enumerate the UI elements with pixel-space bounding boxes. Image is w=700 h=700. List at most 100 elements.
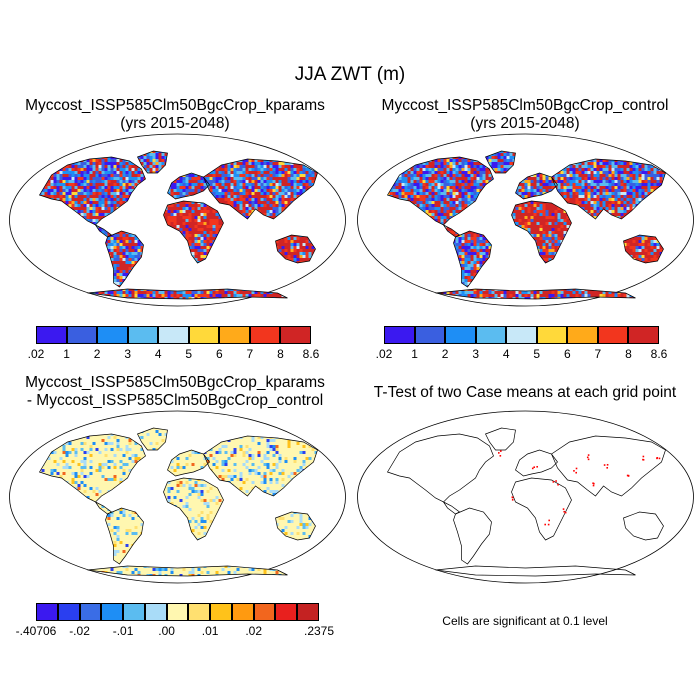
coastline-af [163,477,224,541]
significant-cell [575,467,578,470]
colorbar-tick-label: .02 [375,347,393,361]
significant-cell [656,457,659,459]
coastline-au [275,234,316,264]
significant-cell [511,496,514,499]
map-difference [9,410,346,584]
panel-title-kparams: Myccost_ISSP585Clm50BgcCrop_kparams (yrs… [0,97,350,133]
colorbar-swatch [188,603,211,621]
colorbar-swatch [158,326,189,344]
panel-title-control: Myccost_ISSP585Clm50BgcCrop_control (yrs… [350,97,700,133]
colorbar-tick-label: .02 [245,624,263,638]
colorbar-swatch [628,326,659,344]
significance-note: Cells are significant at 0.1 level [442,614,608,628]
significant-cell [627,474,630,477]
panel-subtitle-line: (yrs 2015-2048) [470,115,580,132]
map-kparams [9,133,346,307]
colorbar-swatch [36,326,67,344]
colorbar-swatch [597,326,629,344]
colorbar-swatch [219,326,250,344]
colorbar-swatch [253,603,276,621]
coastline-na [38,156,146,226]
coastline-na [38,433,146,503]
coastline-au [623,511,664,541]
coastline-af [163,200,224,264]
significant-cell [593,482,595,485]
coastline-sa [105,230,144,288]
coastline-na [386,156,494,226]
colorbar-tick-label: 4 [154,347,162,361]
panel-title-line: Myccost_ISSP585Clm50BgcCrop_kparams [25,374,325,391]
colorbar-kparams-labels: .02 1 2 3 4 5 6 7 8 8.6 [28,347,320,361]
colorbar-control-labels: .02 1 2 3 4 5 6 7 8 8.6 [376,347,668,361]
colorbar-swatch [297,603,319,621]
significant-cell [563,510,566,513]
coastline-an [87,288,288,300]
significant-cell [531,467,534,470]
coastline-na [386,433,494,503]
significant-cell [499,450,502,452]
coastline-af [511,200,572,264]
panel-subtitle-line: - Myccost_ISSP585Clm50BgcCrop_control [26,392,324,409]
colorbar-swatch [231,603,254,621]
significant-cell [557,483,559,486]
colorbar-tick-label: 5 [185,347,193,361]
colorbar-swatch [249,326,281,344]
colorbar-swatch [536,326,568,344]
significant-cell [498,452,500,454]
colorbar-swatch [97,326,128,344]
coastline-an [87,565,288,577]
significant-cell [587,458,590,461]
coastline-an [435,565,636,577]
colorbar-swatch [210,603,232,621]
coastline-as [551,435,666,497]
coastline-eu [515,449,558,477]
colorbar-swatch [445,326,476,344]
colorbar-swatch [275,603,298,621]
significant-cell [642,455,645,458]
significant-cell [544,523,546,526]
coastline-sa [453,507,492,565]
panel-title-difference: Myccost_ISSP585Clm50BgcCrop_kparams - My… [0,374,350,410]
colorbar-tick-label: .01 [201,624,219,638]
colorbar-tick-label: -.40706 [15,624,57,638]
colorbar-tick-label: 3 [124,347,131,361]
colorbar-tick-label: 7 [246,347,254,361]
colorbar-kparams [36,326,311,344]
coastline-as [203,158,318,220]
colorbar-tick-label: -.01 [112,624,134,638]
colorbar-swatch [101,603,124,621]
coastline-eu [515,172,558,200]
colorbar-swatch [188,326,220,344]
significant-cell [562,508,565,510]
coastline-au [275,511,316,541]
colorbar-swatch [506,326,537,344]
colorbar-tick-label: 7 [594,347,602,361]
coastline-af [511,477,572,541]
coastline-gl [485,150,516,174]
map-ttest [357,410,694,584]
colorbar-tick-label: 8.6 [650,347,668,361]
significant-cell [555,480,557,482]
colorbar-swatch [280,326,311,344]
coastline-as [203,435,318,497]
colorbar-swatch [127,326,159,344]
significant-cell [642,458,644,461]
panel-title-line: T-Test of two Case means at each grid po… [373,384,677,401]
colorbar-tick-label: 6 [563,347,571,361]
panel-title-line: Myccost_ISSP585Clm50BgcCrop_kparams [25,97,325,114]
colorbar-tick-label: .02 [27,347,45,361]
colorbar-tick-label: .00 [158,624,175,638]
coastline-gl [485,427,516,451]
significant-cell [552,481,555,483]
colorbar-tick-label: .2375 [303,624,335,638]
significant-cell [603,464,606,466]
colorbar-swatch [36,603,58,621]
colorbar-tick-label: 1 [63,347,70,361]
colorbar-tick-label: 2 [93,347,101,361]
colorbar-swatch [414,326,446,344]
colorbar-control [384,326,659,344]
coastline-an [435,288,636,300]
coastline-eu [167,172,210,200]
panel-title-line: Myccost_ISSP585Clm50BgcCrop_control [381,97,669,114]
colorbar-swatch [123,603,145,621]
